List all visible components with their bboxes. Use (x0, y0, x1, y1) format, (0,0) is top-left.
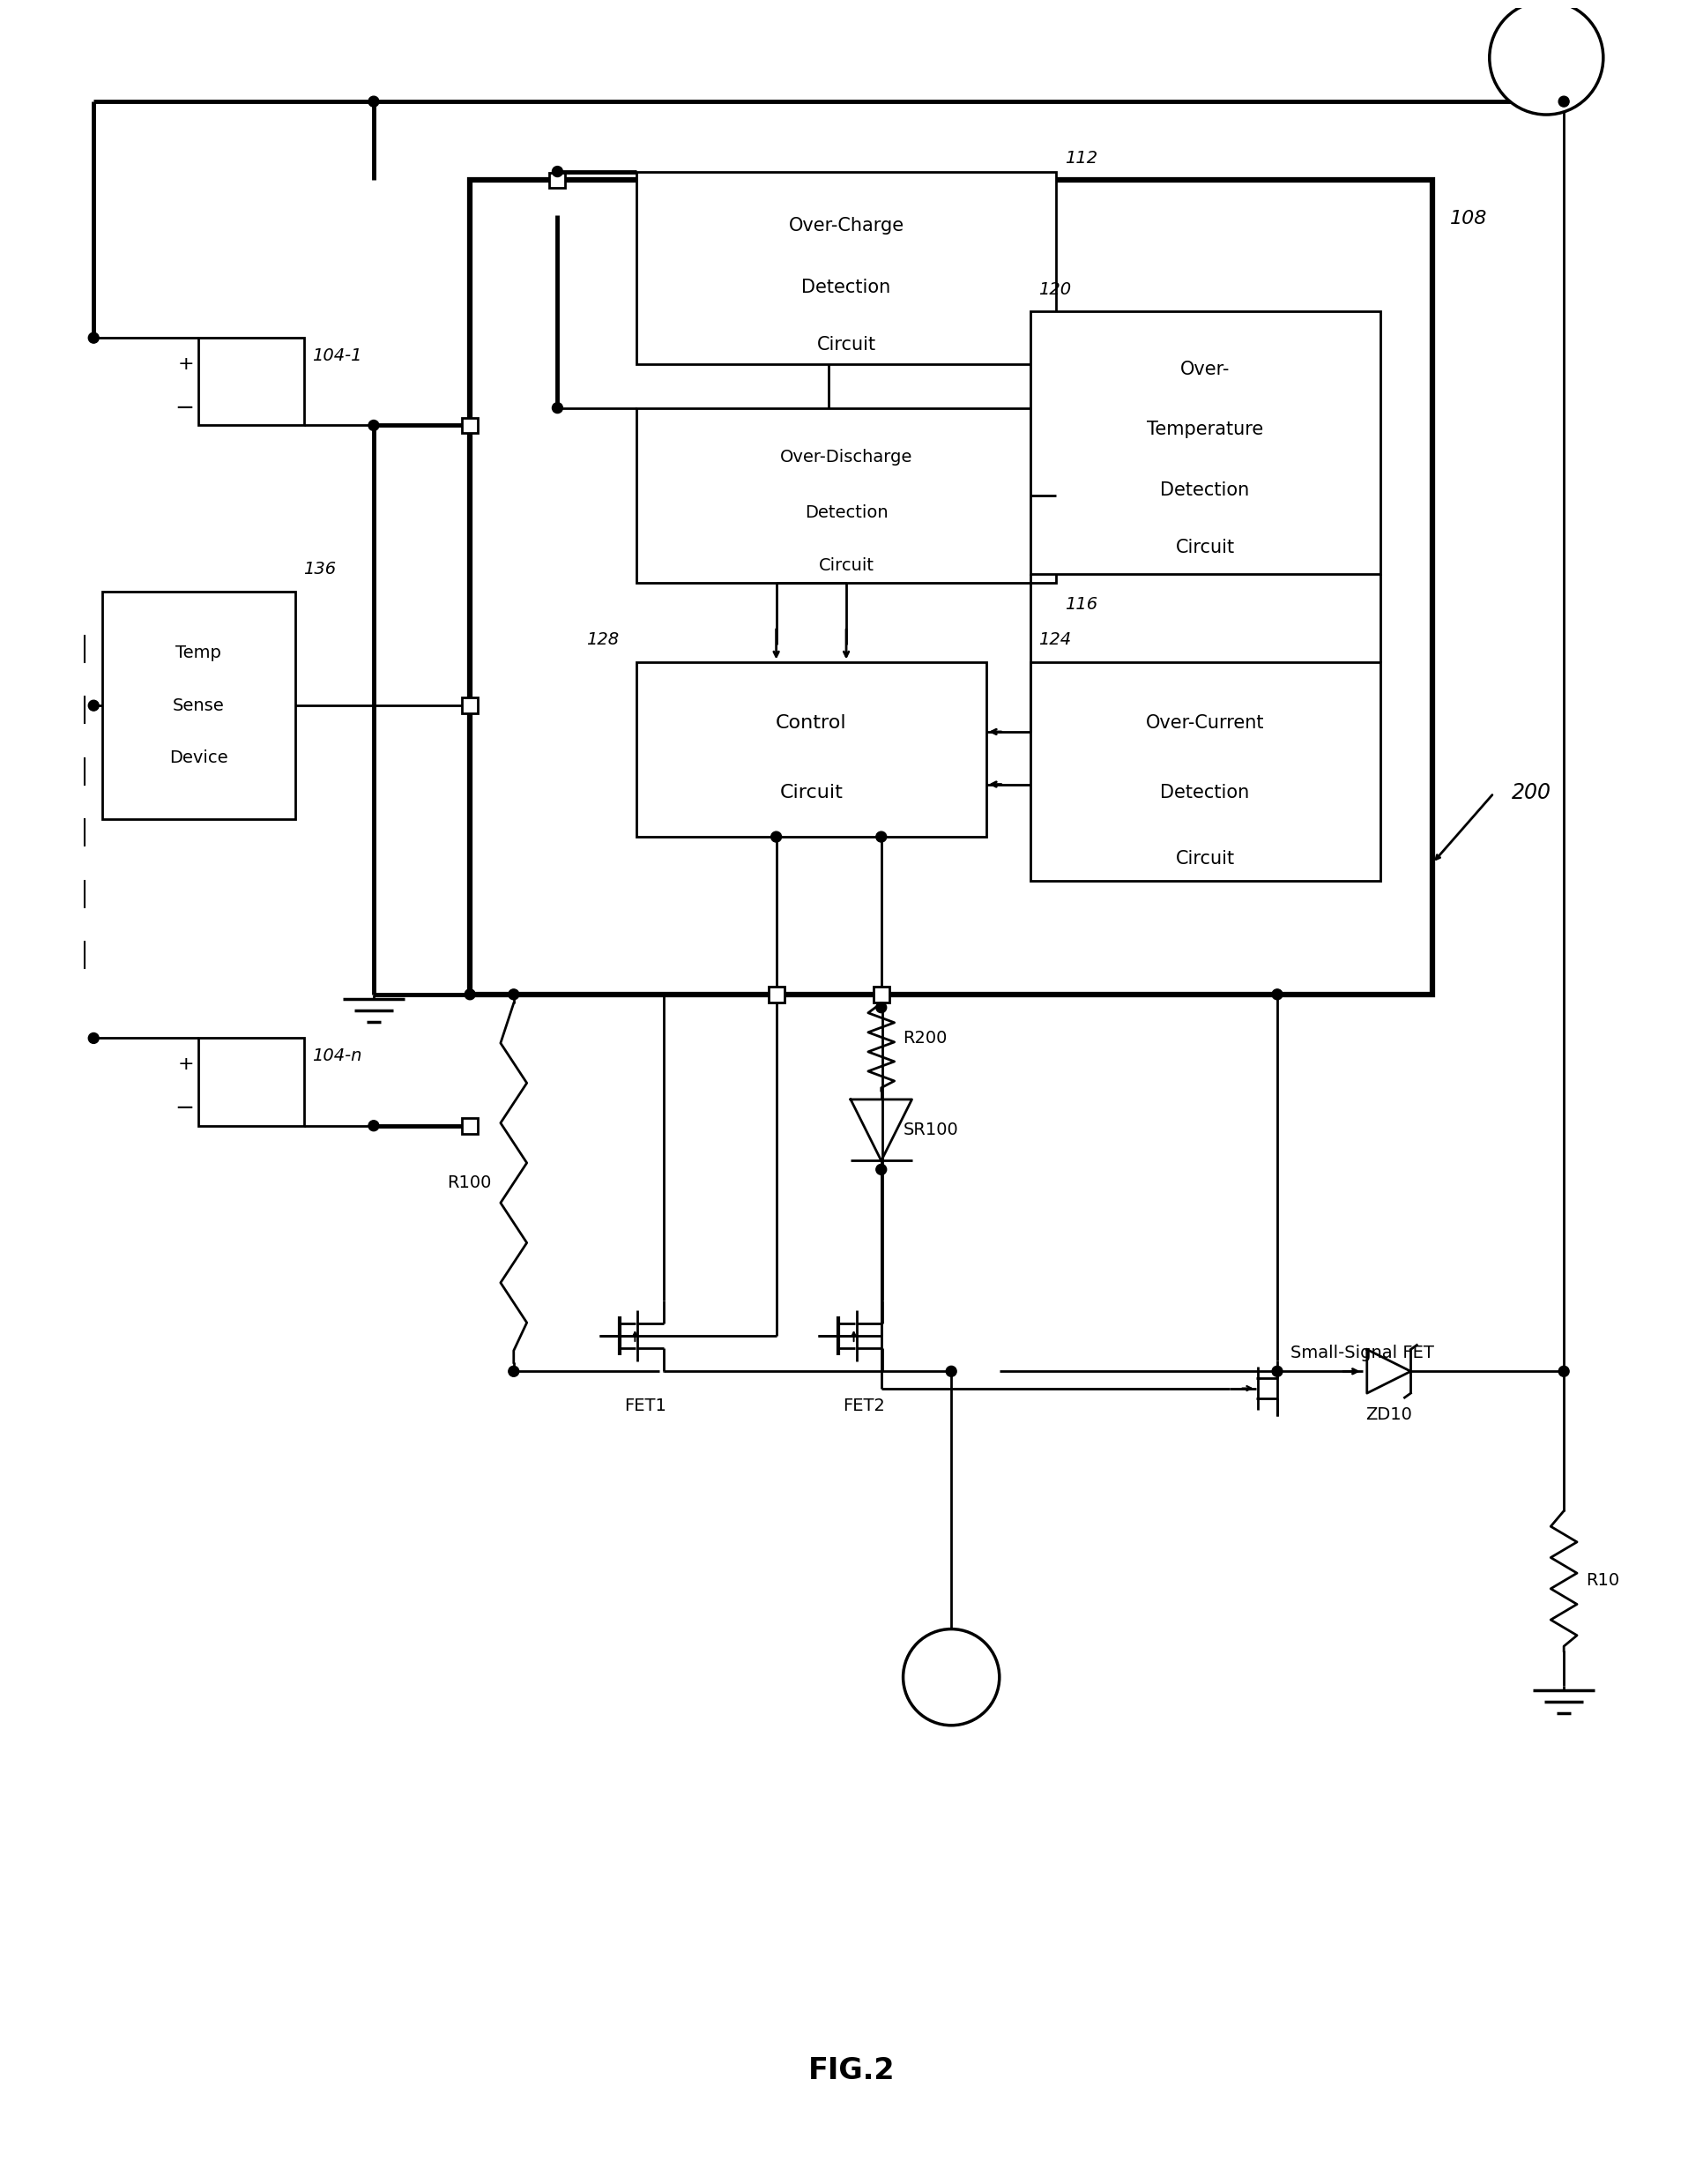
Bar (462, 417, 477, 432)
Text: Control: Control (775, 714, 846, 732)
Circle shape (875, 832, 886, 843)
Text: +: + (177, 356, 194, 373)
Text: Detection: Detection (800, 277, 891, 295)
Text: 136: 136 (303, 561, 335, 579)
Text: Over-Charge: Over-Charge (788, 216, 904, 234)
Text: R10: R10 (1585, 1572, 1618, 1590)
Text: Over-Current: Over-Current (1144, 714, 1264, 732)
Bar (635, 662, 986, 836)
Circle shape (903, 1629, 1000, 1725)
Text: Temperature: Temperature (1146, 422, 1262, 439)
Text: 104-n: 104-n (312, 1048, 363, 1064)
Text: Small-Signal FET: Small-Signal FET (1289, 1345, 1434, 1361)
Bar (635, 408, 1056, 583)
Circle shape (1488, 0, 1603, 114)
Bar (470, 181, 1432, 994)
Text: Detection: Detection (1160, 784, 1248, 802)
Text: −: − (175, 397, 194, 419)
Circle shape (89, 701, 99, 710)
Text: FIG.2: FIG.2 (809, 2057, 894, 2086)
Circle shape (945, 1365, 955, 1376)
Text: Detection: Detection (804, 505, 887, 522)
Text: R100: R100 (448, 1175, 492, 1190)
Text: 108: 108 (1449, 210, 1487, 227)
Text: 128: 128 (586, 631, 618, 649)
Circle shape (875, 1002, 886, 1013)
Text: Over-Discharge: Over-Discharge (780, 448, 913, 465)
Text: Circuit: Circuit (817, 557, 874, 574)
Circle shape (507, 1365, 519, 1376)
Circle shape (1272, 1365, 1282, 1376)
Bar (635, 173, 1056, 365)
Bar (102, 592, 295, 819)
Bar (462, 697, 477, 714)
Text: Circuit: Circuit (780, 784, 843, 802)
Circle shape (1558, 96, 1568, 107)
Text: 112: 112 (1064, 149, 1097, 166)
Text: SR100: SR100 (903, 1123, 959, 1138)
Circle shape (1272, 989, 1282, 1000)
Circle shape (507, 989, 519, 1000)
Text: Circuit: Circuit (816, 336, 875, 354)
Circle shape (465, 989, 475, 1000)
Circle shape (875, 1164, 886, 1175)
Bar (1030, 662, 1379, 880)
Text: 104-1: 104-1 (312, 347, 363, 365)
Text: Detection: Detection (1160, 480, 1248, 498)
Text: Sense: Sense (172, 697, 225, 714)
Text: R200: R200 (903, 1031, 947, 1046)
Text: Temp: Temp (175, 644, 221, 662)
Text: FET1: FET1 (623, 1398, 666, 1415)
Text: P+: P+ (1529, 48, 1562, 68)
Bar (199, 339, 303, 426)
Bar (1030, 312, 1379, 574)
Text: P-: P- (940, 1669, 962, 1686)
Text: 124: 124 (1039, 631, 1071, 649)
Text: 116: 116 (1064, 596, 1097, 614)
Bar (199, 1037, 303, 1125)
Bar (874, 987, 889, 1002)
Circle shape (770, 832, 782, 843)
Bar (768, 987, 783, 1002)
Text: Over-: Over- (1180, 360, 1230, 378)
Text: ZD10: ZD10 (1364, 1406, 1412, 1424)
Bar (462, 1118, 477, 1133)
Circle shape (552, 166, 562, 177)
Text: Circuit: Circuit (1175, 850, 1235, 867)
Text: +: + (177, 1055, 194, 1072)
Text: Circuit: Circuit (1175, 539, 1235, 557)
Bar (550, 173, 565, 188)
Circle shape (368, 1120, 378, 1131)
Text: −: − (175, 1096, 194, 1120)
Circle shape (89, 1033, 99, 1044)
Text: 200: 200 (1511, 782, 1550, 804)
Text: 120: 120 (1039, 282, 1071, 297)
Circle shape (368, 419, 378, 430)
Circle shape (1558, 1365, 1568, 1376)
Circle shape (368, 96, 378, 107)
Text: FET2: FET2 (843, 1398, 884, 1415)
Circle shape (89, 332, 99, 343)
Text: Device: Device (169, 749, 228, 767)
Circle shape (552, 402, 562, 413)
